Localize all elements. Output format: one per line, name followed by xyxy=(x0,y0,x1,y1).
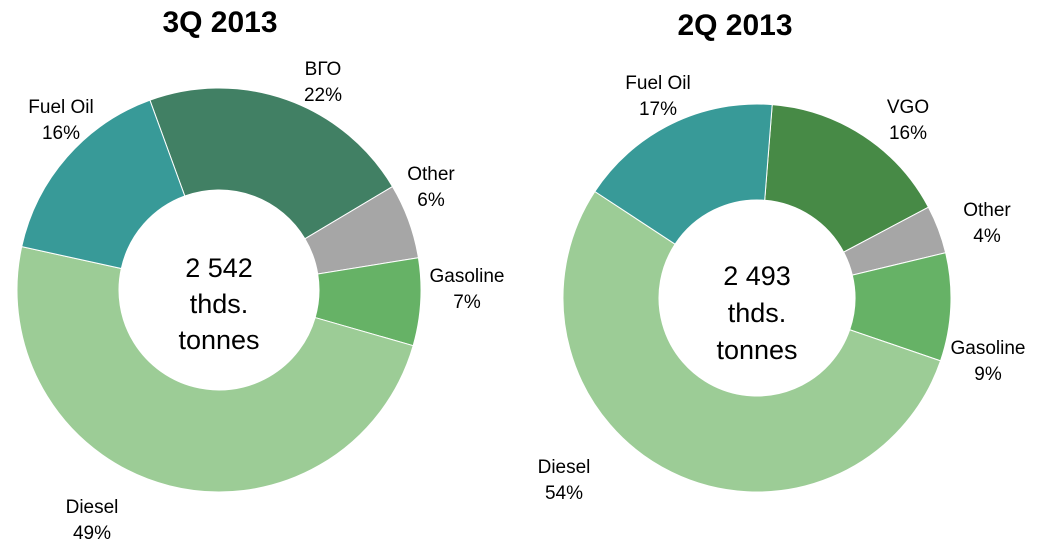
slice-label: ВГО xyxy=(305,59,342,80)
slice xyxy=(562,190,942,493)
center-label: tonnes xyxy=(716,335,797,365)
slice-label: Fuel Oil xyxy=(28,97,93,118)
chart-title: 3Q 2013 xyxy=(162,6,277,39)
center-label: thds. xyxy=(190,289,249,319)
center-label: tonnes xyxy=(178,325,259,355)
slice-label: Gasoline xyxy=(430,266,505,287)
slice xyxy=(16,246,414,493)
slice-label: VGO xyxy=(887,97,929,118)
slice-value-label: 7% xyxy=(453,292,481,313)
slice-value-label: 16% xyxy=(889,123,927,144)
slice-label: Diesel xyxy=(66,497,119,518)
slice-value-label: 22% xyxy=(304,85,342,106)
slice-label: Other xyxy=(963,200,1011,221)
slice xyxy=(594,103,773,245)
slice xyxy=(764,104,930,253)
slice-value-label: 16% xyxy=(42,123,80,144)
slice-value-label: 4% xyxy=(973,226,1001,247)
center-label: thds. xyxy=(728,298,787,328)
slice-value-label: 17% xyxy=(639,99,677,120)
slice-value-label: 6% xyxy=(417,190,445,211)
slice-value-label: 49% xyxy=(73,523,111,544)
slice-value-label: 54% xyxy=(545,483,583,504)
center-label: 2 493 xyxy=(723,261,791,291)
slice-value-label: 9% xyxy=(974,364,1002,385)
slice-label: Diesel xyxy=(538,457,591,478)
slice-label: Gasoline xyxy=(951,338,1026,359)
center-label: 2 542 xyxy=(185,253,253,283)
chart-title: 2Q 2013 xyxy=(677,9,792,42)
slice xyxy=(149,87,394,240)
slice-label: Other xyxy=(407,164,455,185)
slice-label: Fuel Oil xyxy=(625,73,690,94)
slice xyxy=(21,99,186,270)
